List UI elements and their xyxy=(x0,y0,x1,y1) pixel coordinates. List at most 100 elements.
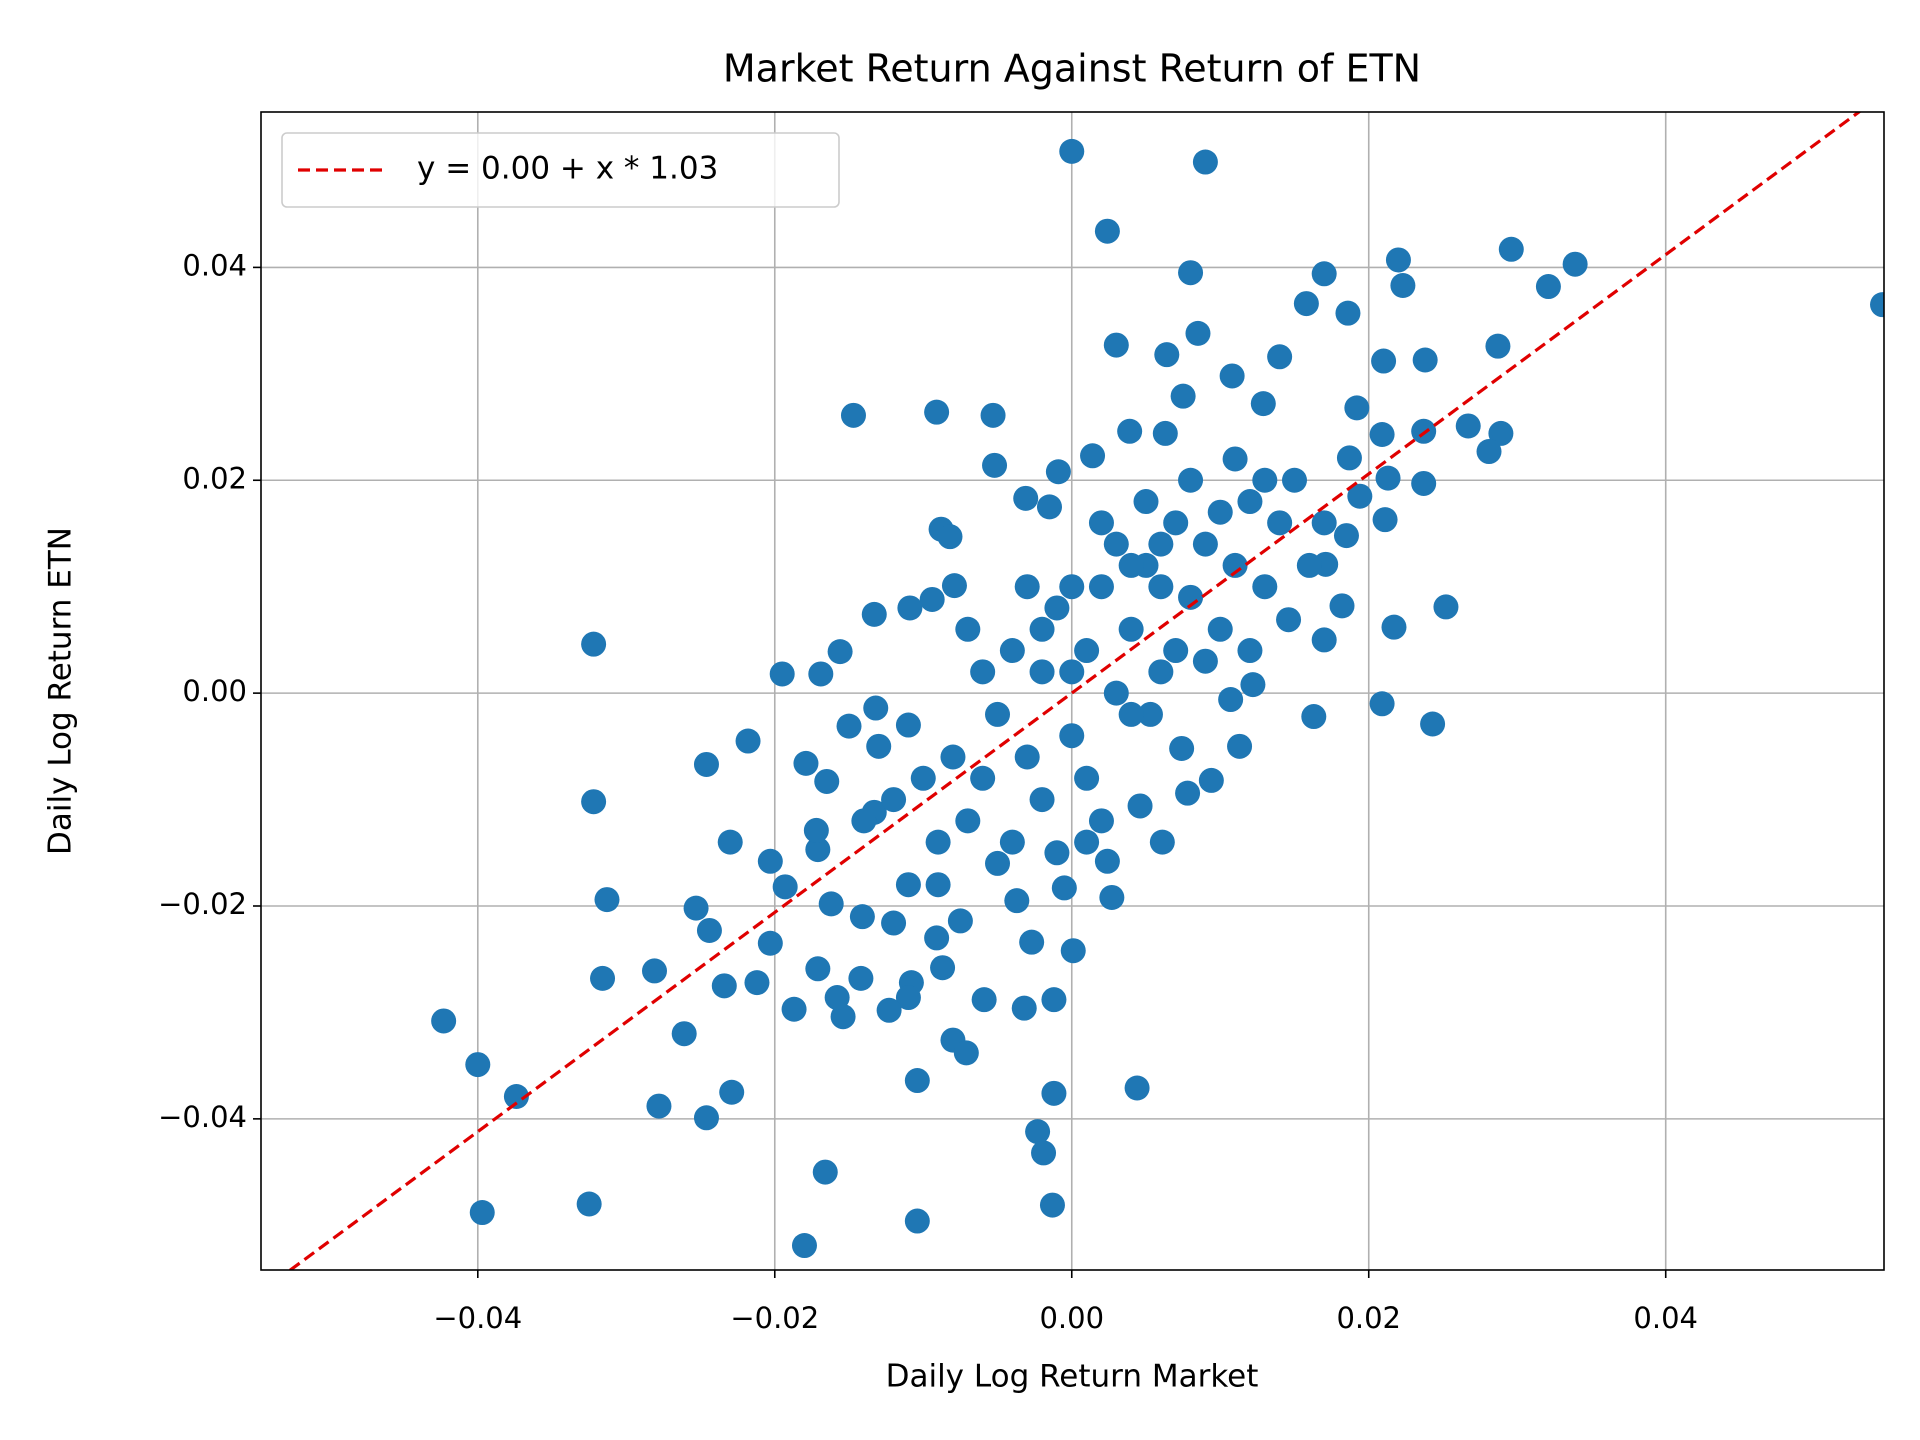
scatter-point xyxy=(465,1052,491,1078)
scatter-point xyxy=(1219,363,1245,389)
scatter-point xyxy=(1060,938,1086,964)
scatter-point xyxy=(1154,342,1180,368)
scatter-point xyxy=(590,965,616,991)
scatter-point xyxy=(851,808,877,834)
scatter-point xyxy=(1240,672,1266,698)
scatter-point xyxy=(1311,510,1337,536)
y-axis-label: Daily Log Return ETN xyxy=(43,527,79,855)
scatter-point xyxy=(895,712,921,738)
scatter-point xyxy=(693,751,719,777)
scatter-point xyxy=(1074,765,1100,791)
scatter-point xyxy=(895,872,921,898)
scatter-point xyxy=(818,891,844,917)
scatter-point xyxy=(757,848,783,874)
scatter-point xyxy=(1347,483,1373,509)
scatter-point xyxy=(769,661,795,687)
scatter-point xyxy=(1185,320,1211,346)
x-axis-label: Daily Log Return Market xyxy=(886,1359,1259,1395)
scatter-point xyxy=(1127,793,1153,819)
scatter-point xyxy=(1252,574,1278,600)
scatter-point xyxy=(1059,659,1085,685)
scatter-point xyxy=(1103,680,1129,706)
scatter-point xyxy=(930,955,956,981)
scatter-point xyxy=(1031,1140,1057,1166)
scatter-point xyxy=(1178,260,1204,286)
scatter-point xyxy=(1149,829,1175,855)
scatter-point xyxy=(1411,470,1437,496)
scatter-point xyxy=(897,595,923,621)
scatter-point xyxy=(1369,421,1395,447)
scatter-point xyxy=(1170,383,1196,409)
scatter-point xyxy=(805,837,831,863)
scatter-point xyxy=(1267,510,1293,536)
scatter-point xyxy=(793,750,819,776)
x-tick-label: 0.04 xyxy=(1633,1301,1698,1335)
y-tick-label: 0.02 xyxy=(182,461,247,495)
scatter-point xyxy=(1250,391,1276,417)
scatter-point xyxy=(1041,987,1067,1013)
scatter-point xyxy=(1148,531,1174,557)
scatter-point xyxy=(1133,489,1159,515)
scatter-point xyxy=(1088,808,1114,834)
scatter-point xyxy=(848,965,874,991)
scatter-point xyxy=(1103,531,1129,557)
scatter-point xyxy=(1148,574,1174,600)
scatter-point xyxy=(594,887,620,913)
scatter-point xyxy=(1011,995,1037,1021)
scatter-point xyxy=(803,817,829,843)
scatter-point xyxy=(1281,467,1307,493)
scatter-point xyxy=(849,904,875,930)
ticks: −0.04 −0.02 0.00 0.02 0.04 −0.04 −0.02 0.00 0.02… xyxy=(158,248,1698,1335)
scatter-point xyxy=(1276,607,1302,633)
scatter-point xyxy=(693,1105,719,1131)
scatter-point xyxy=(711,973,737,999)
fit-line xyxy=(287,112,1862,1270)
scatter-point xyxy=(982,452,1008,478)
scatter-point xyxy=(1476,439,1502,465)
scatter-point xyxy=(919,586,945,612)
scatter-point xyxy=(1099,884,1125,910)
scatter-point xyxy=(971,987,997,1013)
scatter-point xyxy=(955,616,981,642)
scatter-point xyxy=(1252,467,1278,493)
scatter-point xyxy=(1148,659,1174,685)
scatter-point xyxy=(1013,485,1039,511)
scatter-point xyxy=(1385,247,1411,273)
scatter-point xyxy=(1045,459,1071,485)
scatter-point xyxy=(1375,465,1401,491)
scatter-point xyxy=(641,958,667,984)
scatter-point xyxy=(1014,744,1040,770)
scatter-point xyxy=(646,1093,672,1119)
scatter-point xyxy=(1498,236,1524,262)
y-tick-label: 0.04 xyxy=(182,248,247,282)
x-tick-label: 0.02 xyxy=(1336,1301,1401,1335)
scatter-point xyxy=(1371,348,1397,374)
scatter-point xyxy=(1019,929,1045,955)
scatter-point xyxy=(1333,523,1359,549)
scatter-point xyxy=(1080,443,1106,469)
scatter-point xyxy=(1293,291,1319,317)
scatter-point xyxy=(1329,593,1355,619)
scatter-point xyxy=(1267,344,1293,370)
chart-title: Market Return Against Return of ETN xyxy=(723,47,1421,91)
scatter-point xyxy=(772,874,798,900)
scatter-point xyxy=(735,728,761,754)
scatter-point xyxy=(805,956,831,982)
scatter-point xyxy=(1004,888,1030,914)
scatter-point xyxy=(881,910,907,936)
scatter-point xyxy=(581,631,607,657)
scatter-point xyxy=(904,1208,930,1234)
scatter-point xyxy=(980,402,1006,428)
scatter-point xyxy=(1870,292,1884,318)
scatter-point xyxy=(791,1233,817,1259)
scatter-point xyxy=(881,787,907,813)
scatter-point xyxy=(1074,829,1100,855)
scatter-point xyxy=(827,639,853,665)
scatter-point xyxy=(1118,616,1144,642)
scatter-point xyxy=(576,1191,602,1217)
scatter-point xyxy=(1152,420,1178,446)
x-tick-label: 0.00 xyxy=(1039,1301,1104,1335)
scatter-point xyxy=(1412,347,1438,373)
scatter-point xyxy=(1488,420,1514,446)
